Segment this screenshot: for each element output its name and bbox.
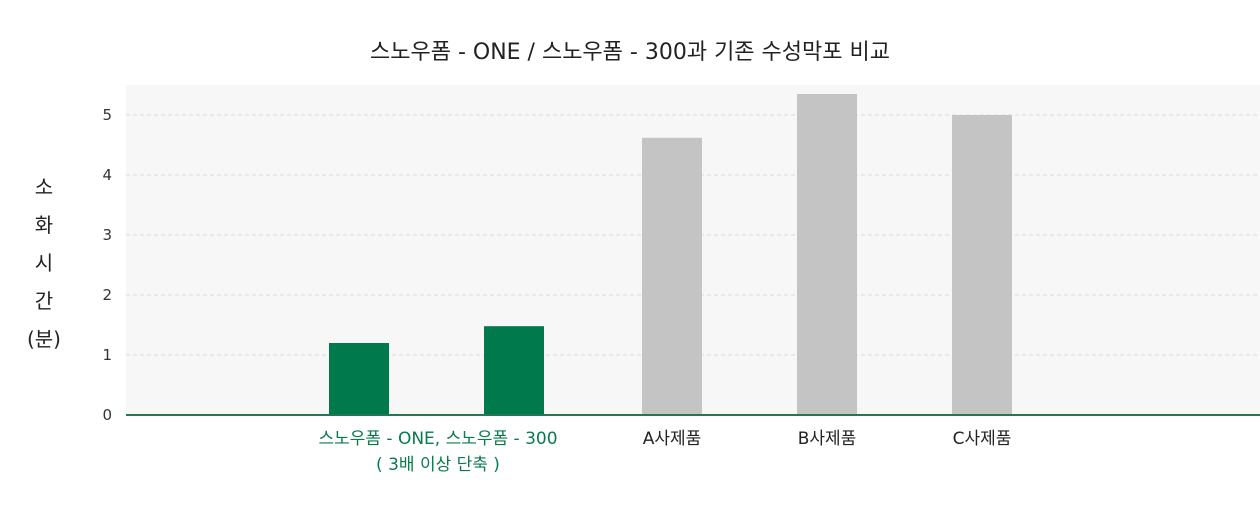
x-category-label: 스노우폼 - ONE, 스노우폼 - 300: [318, 429, 557, 449]
chart-title: 스노우폼 - ONE / 스노우폼 - 300과 기존 수성막포 비교: [370, 40, 890, 65]
bar-competitor: [642, 137, 702, 416]
y-axis-label: 소 화 시 간 (분): [18, 168, 70, 358]
y-tick-label: 5: [102, 106, 112, 124]
y-axis-label-char: (분): [26, 327, 61, 351]
y-axis-label-char: 화: [34, 213, 54, 237]
y-tick-label: 1: [102, 346, 112, 364]
x-category-label: ( 3배 이상 단축 ): [376, 455, 500, 475]
bar-competitor: [797, 94, 857, 415]
bar-highlight: [329, 343, 389, 415]
y-tick-label: 3: [102, 226, 112, 244]
y-tick-label: 0: [102, 406, 112, 424]
x-category-label: A사제품: [643, 429, 702, 449]
y-axis-label-char: 시: [34, 251, 54, 275]
y-tick-label: 4: [102, 166, 112, 184]
bar-competitor: [952, 115, 1012, 415]
y-axis-label-char: 소: [34, 175, 54, 199]
x-category-label: B사제품: [798, 429, 857, 449]
y-axis-label-char: 간: [34, 289, 54, 313]
y-tick-label: 2: [102, 286, 112, 304]
x-category-label: C사제품: [953, 429, 1012, 449]
bar-highlight: [484, 326, 544, 415]
